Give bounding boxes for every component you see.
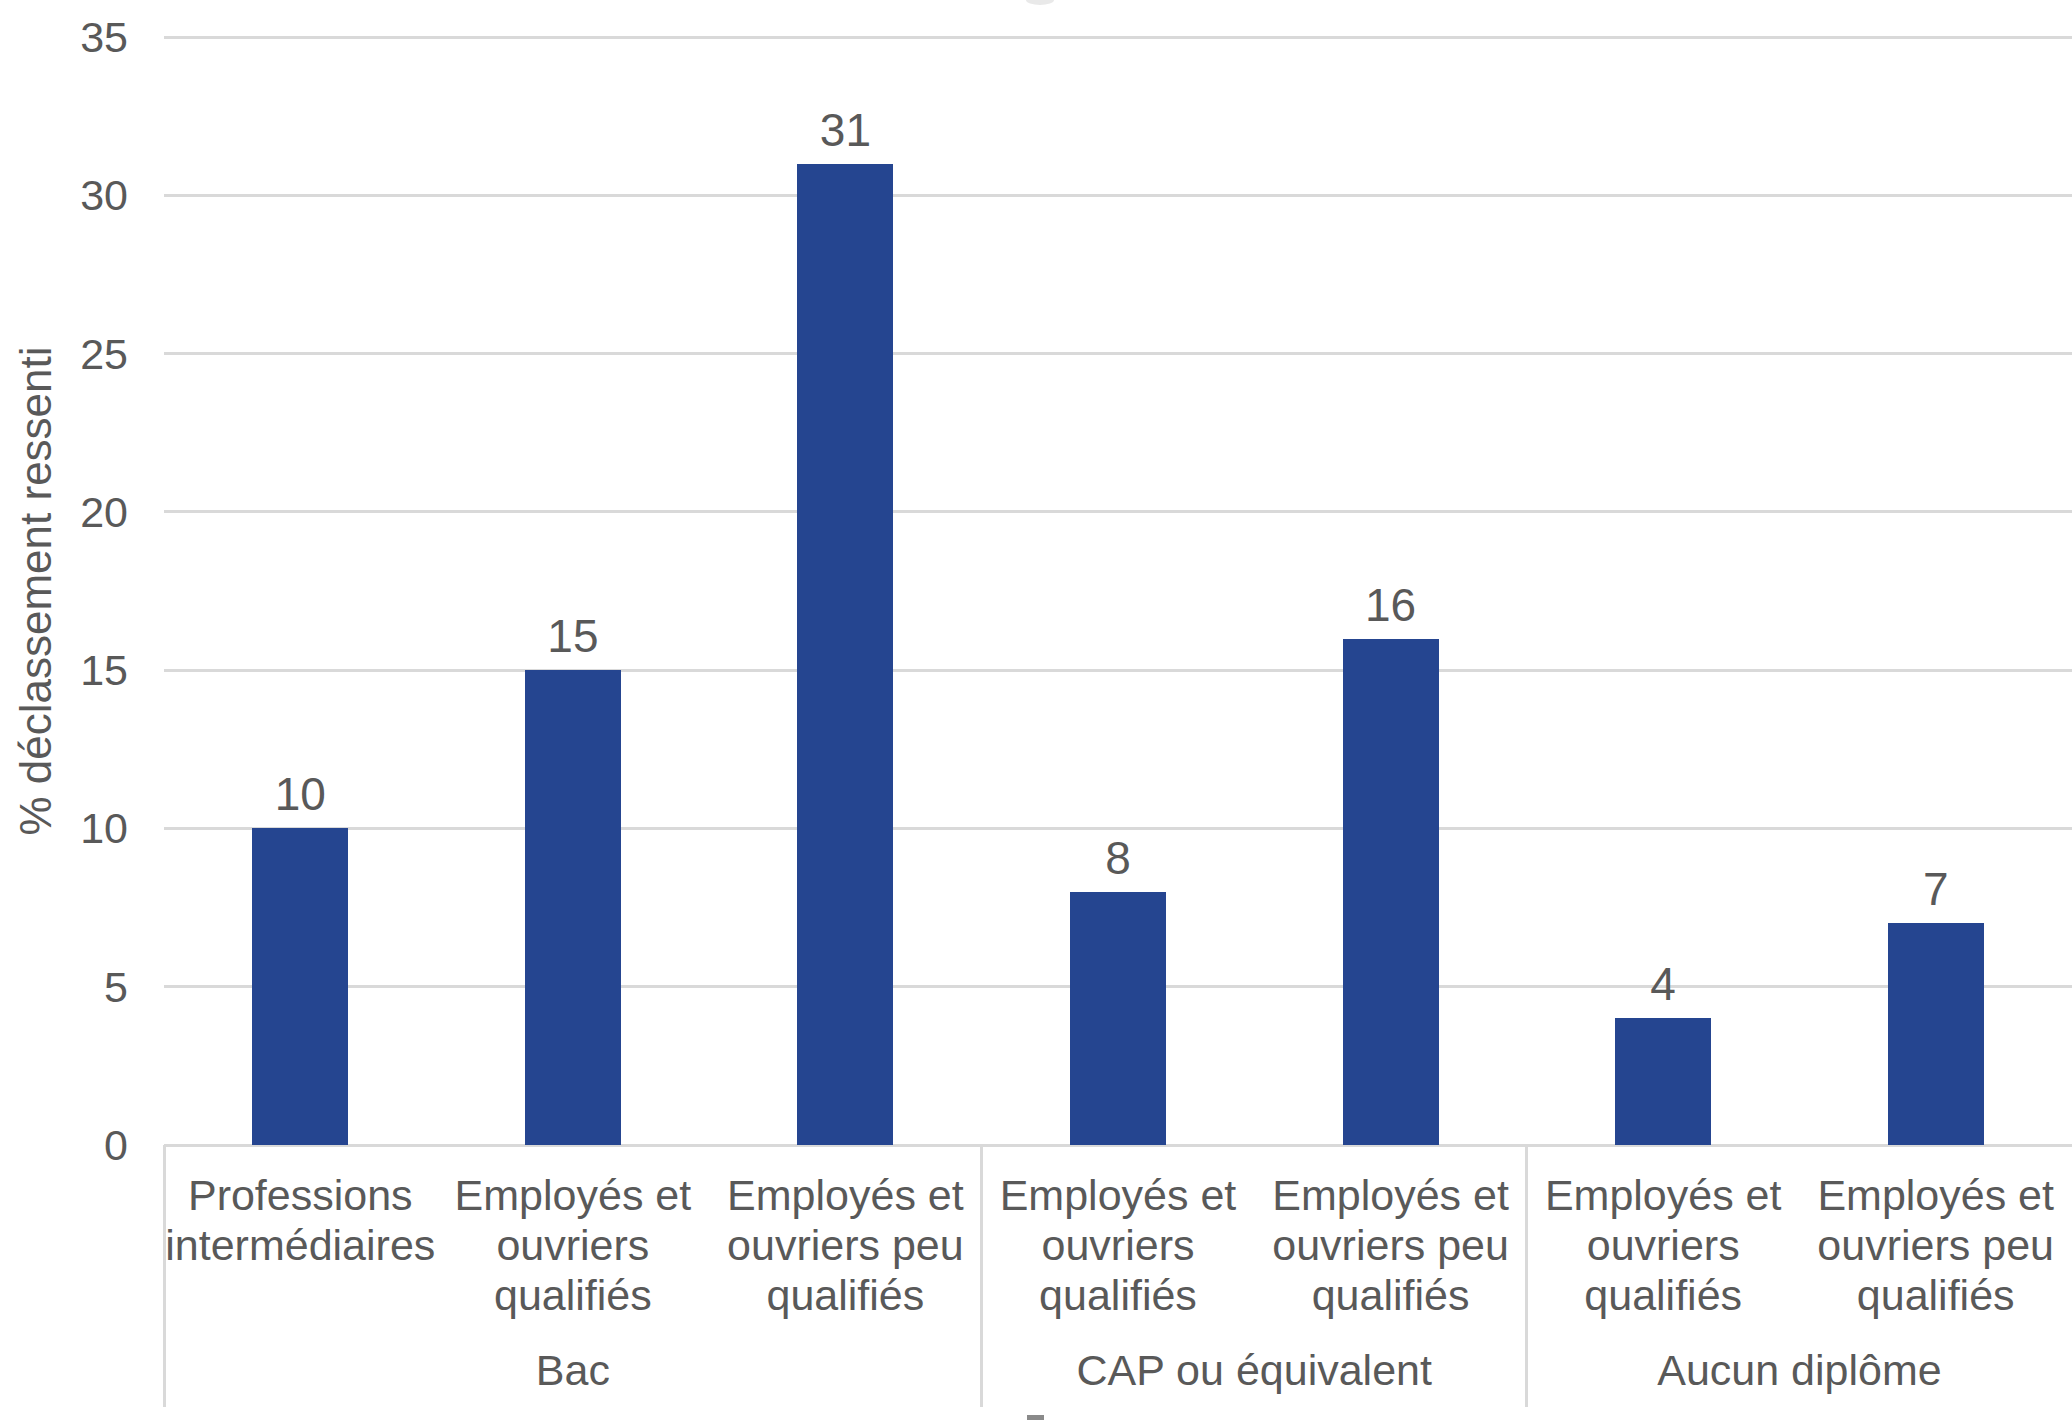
category-label-line: ouvriers peu <box>709 1220 982 1270</box>
screenshot-artifact-top <box>1026 0 1054 5</box>
y-tick-label: 30 <box>0 167 128 223</box>
category-label: Employés etouvriersqualifiés <box>982 1170 1255 1320</box>
group-label: CAP ou équivalent <box>982 1345 1527 1395</box>
group-label: Bac <box>164 1345 982 1395</box>
bar <box>1070 892 1166 1145</box>
category-label-line: qualifiés <box>1799 1270 2072 1320</box>
y-tick-label: 10 <box>0 800 128 856</box>
group-divider <box>163 1145 166 1407</box>
group-divider <box>1525 1145 1528 1407</box>
category-label-line: ouvriers peu <box>1254 1220 1527 1270</box>
category-label-line: qualifiés <box>437 1270 710 1320</box>
category-label-line: ouvriers <box>982 1220 1255 1270</box>
gridline <box>164 510 2072 513</box>
y-tick-label: 20 <box>0 484 128 540</box>
bar-value-label: 15 <box>547 608 598 664</box>
category-label: Employés etouvriers peuqualifiés <box>1254 1170 1527 1320</box>
bar-value-label: 7 <box>1923 861 1949 917</box>
bar <box>797 164 893 1145</box>
bar <box>1615 1018 1711 1145</box>
category-label-line: Employés et <box>437 1170 710 1220</box>
group-label: Aucun diplôme <box>1527 1345 2072 1395</box>
gridline <box>164 36 2072 39</box>
bar-value-label: 4 <box>1650 956 1676 1012</box>
category-label-line: ouvriers <box>1527 1220 1800 1270</box>
category-label-line: Employés et <box>709 1170 982 1220</box>
category-label-line: Professions <box>164 1170 437 1220</box>
group-divider <box>980 1145 983 1407</box>
bar-value-label: 8 <box>1105 830 1131 886</box>
category-label-line: ouvriers peu <box>1799 1220 2072 1270</box>
bar-chart: % déclassement ressenti 0 5 10 15 20 25 30 35 1… <box>0 0 2072 1420</box>
category-label-line: qualifiés <box>982 1270 1255 1320</box>
category-label-line: Employés et <box>1527 1170 1800 1220</box>
category-label-line: qualifiés <box>1254 1270 1527 1320</box>
y-tick-label: 25 <box>0 326 128 382</box>
y-tick-label: 15 <box>0 642 128 698</box>
category-label-line: qualifiés <box>709 1270 982 1320</box>
bar <box>1888 923 1984 1145</box>
bar <box>252 828 348 1145</box>
category-label: Employés etouvriersqualifiés <box>1527 1170 1800 1320</box>
category-label-line: Employés et <box>1254 1170 1527 1220</box>
y-tick-label: 0 <box>0 1117 128 1173</box>
category-label-line: qualifiés <box>1527 1270 1800 1320</box>
category-label-line: Employés et <box>982 1170 1255 1220</box>
category-label: Employés etouvriersqualifiés <box>437 1170 710 1320</box>
category-label-line: intermédiaires <box>164 1220 437 1270</box>
y-tick-label: 5 <box>0 959 128 1015</box>
y-tick-label: 35 <box>0 9 128 65</box>
bar-value-label: 16 <box>1365 577 1416 633</box>
gridline <box>164 194 2072 197</box>
cropped-legend-artifact <box>1027 1415 1044 1420</box>
gridline <box>164 669 2072 672</box>
gridline <box>164 352 2072 355</box>
category-label: Employés etouvriers peuqualifiés <box>1799 1170 2072 1320</box>
y-axis-title: % déclassement ressenti <box>11 346 61 835</box>
bar <box>1343 639 1439 1146</box>
category-label: Professionsintermédiaires <box>164 1170 437 1270</box>
bar <box>525 670 621 1145</box>
bar-value-label: 10 <box>275 766 326 822</box>
category-label-line: ouvriers <box>437 1220 710 1270</box>
category-label-line: Employés et <box>1799 1170 2072 1220</box>
category-label: Employés etouvriers peuqualifiés <box>709 1170 982 1320</box>
bar-value-label: 31 <box>820 102 871 158</box>
